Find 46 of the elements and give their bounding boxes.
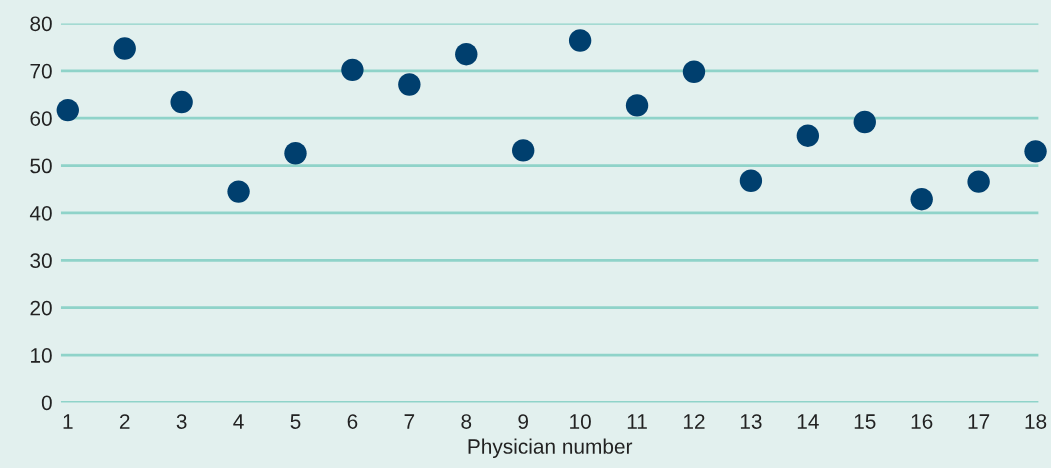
point: [341, 58, 364, 82]
x-tick-label: 7: [404, 414, 415, 429]
x-tick-label: 16: [911, 414, 933, 429]
y-tick-label: 40: [29, 205, 52, 221]
x-tick-label: 18: [1025, 414, 1047, 429]
x-tick-label: 10: [570, 414, 591, 429]
x-tick-label: 15: [854, 414, 876, 429]
y-tick-label: 30: [30, 253, 52, 269]
point: [796, 124, 820, 147]
y-tick-label: 70: [30, 63, 52, 79]
y-tick-label: 0: [41, 395, 52, 411]
x-tick-label: 5: [290, 414, 301, 429]
point: [967, 170, 990, 193]
point: [56, 98, 79, 122]
point: [398, 73, 421, 96]
point: [1024, 140, 1047, 163]
point: [284, 142, 307, 165]
x-tick-label: 1: [63, 414, 73, 429]
x-tick-label: 11: [627, 414, 647, 429]
point: [682, 60, 706, 83]
x-tick-label: 17: [968, 414, 990, 429]
x-tick-label: 14: [797, 414, 819, 429]
point: [568, 29, 592, 52]
x-tick-label: 13: [740, 414, 762, 429]
x-tick-label: 8: [461, 414, 472, 429]
y-tick-label: 20: [30, 300, 52, 316]
x-tick-label: 3: [176, 414, 187, 429]
x-tick-label: 12: [683, 414, 705, 429]
x-tick-label: 9: [518, 414, 529, 429]
point: [455, 43, 478, 66]
point: [170, 90, 193, 114]
y-tick-label: 50: [30, 158, 52, 174]
point: [625, 94, 649, 117]
x-tick-label: 2: [119, 414, 130, 429]
y-tick-label: 60: [30, 111, 52, 126]
point: [113, 37, 136, 60]
x-tick-label: 6: [347, 414, 358, 429]
point: [910, 188, 933, 211]
x-axis-title: Physician number: [468, 438, 633, 458]
point: [739, 169, 763, 192]
y-tick-label: 80: [30, 16, 52, 32]
point: [512, 139, 535, 162]
x-tick-label: 4: [233, 414, 244, 429]
point: [227, 180, 250, 203]
point: [853, 110, 876, 134]
y-tick-label: 10: [31, 348, 52, 363]
